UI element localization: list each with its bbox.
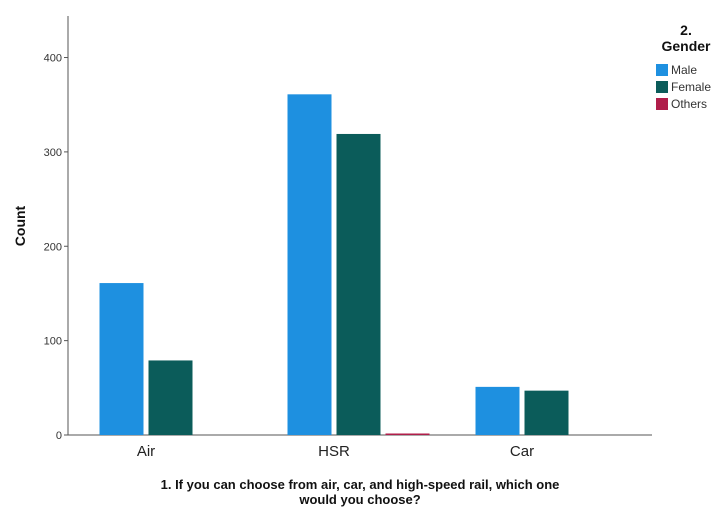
y-tick-label: 300 bbox=[44, 147, 62, 159]
bar-hsr-female bbox=[336, 133, 381, 435]
y-axis-label: Count bbox=[12, 205, 28, 246]
y-tick-label: 400 bbox=[44, 53, 62, 65]
x-tick-label-air: Air bbox=[137, 443, 155, 460]
x-axis: Air HSR Car bbox=[68, 434, 652, 460]
legend-label-male: Male bbox=[671, 63, 697, 77]
bars bbox=[99, 94, 569, 436]
x-tick-label-car: Car bbox=[510, 443, 534, 460]
legend: 2. Gender Male Female Others bbox=[656, 22, 711, 111]
x-axis-label-line-2: would you choose? bbox=[298, 492, 420, 507]
x-axis-label-line-1: 1. If you can choose from air, car, and … bbox=[161, 477, 560, 492]
legend-label-others: Others bbox=[671, 97, 707, 111]
legend-swatch-male bbox=[656, 64, 668, 76]
bar-hsr-others bbox=[385, 433, 430, 435]
legend-swatch-others bbox=[656, 98, 668, 110]
y-tick-label: 0 bbox=[56, 430, 62, 442]
bar-car-male bbox=[475, 386, 520, 435]
bar-air-male bbox=[99, 283, 144, 435]
bar-air-female bbox=[148, 360, 193, 435]
legend-title-line-1: 2. bbox=[680, 22, 692, 38]
y-axis: 0 100 200 300 400 bbox=[44, 16, 69, 442]
x-tick-label-hsr: HSR bbox=[318, 443, 350, 460]
bar-hsr-male bbox=[287, 94, 332, 436]
legend-swatch-female bbox=[656, 81, 668, 93]
y-tick-label: 100 bbox=[44, 336, 62, 348]
legend-title-line-2: Gender bbox=[661, 38, 711, 54]
legend-label-female: Female bbox=[671, 80, 711, 94]
y-tick-label: 200 bbox=[44, 241, 62, 253]
bar-car-female bbox=[524, 390, 569, 435]
